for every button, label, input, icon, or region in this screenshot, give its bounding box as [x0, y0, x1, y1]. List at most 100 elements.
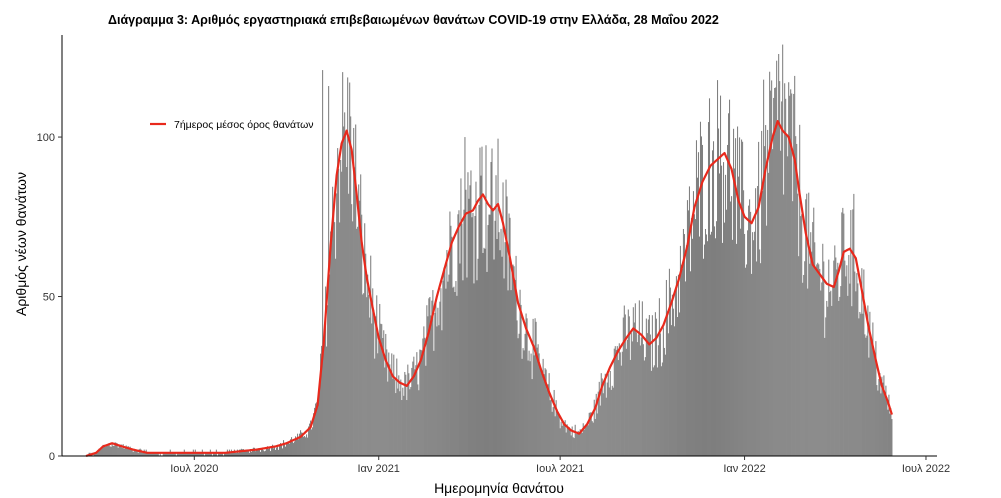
daily-deaths-bar [888, 394, 890, 456]
daily-deaths-bar [544, 368, 546, 456]
daily-deaths-bar [244, 450, 246, 456]
daily-deaths-bar [658, 298, 660, 456]
daily-deaths-bar [614, 346, 616, 456]
daily-deaths-bar [334, 222, 336, 456]
daily-deaths-bar [553, 389, 555, 456]
daily-deaths-bar [195, 452, 197, 456]
daily-deaths-bar [738, 176, 740, 456]
daily-deaths-bar [747, 230, 749, 456]
daily-deaths-bar [696, 177, 698, 456]
daily-deaths-bar [253, 447, 255, 456]
daily-deaths-bar [333, 205, 335, 456]
daily-deaths-bar [780, 150, 782, 457]
daily-deaths-bar [762, 191, 764, 456]
daily-deaths-bar [670, 325, 672, 456]
daily-deaths-bar [668, 268, 670, 456]
daily-deaths-bar [466, 277, 468, 456]
daily-deaths-bar [743, 190, 745, 457]
daily-deaths-bar [185, 452, 187, 456]
daily-deaths-bar [841, 212, 843, 456]
daily-deaths-bar [558, 415, 560, 456]
daily-deaths-bar [522, 348, 524, 456]
daily-deaths-bar [652, 367, 654, 456]
daily-deaths-bar [869, 311, 871, 456]
daily-deaths-bar [804, 261, 806, 456]
daily-deaths-bar [721, 165, 723, 456]
daily-deaths-bar [871, 340, 873, 456]
daily-deaths-bar [765, 125, 767, 456]
daily-deaths-bar [814, 242, 816, 456]
daily-deaths-bar [133, 448, 135, 456]
daily-deaths-bar [784, 83, 786, 457]
daily-deaths-bar [470, 170, 472, 456]
daily-deaths-bar [463, 209, 465, 456]
daily-deaths-bar [276, 446, 279, 456]
daily-deaths-bar [181, 452, 183, 456]
daily-deaths-bar [297, 433, 299, 456]
daily-deaths-bar [378, 340, 380, 456]
daily-deaths-bar [367, 274, 369, 456]
daily-deaths-bar [467, 172, 469, 456]
daily-deaths-bar [423, 326, 425, 456]
daily-deaths-bar [883, 375, 885, 456]
daily-deaths-bar [704, 228, 707, 456]
daily-deaths-bar [600, 373, 602, 456]
daily-deaths-bar [532, 318, 534, 456]
daily-deaths-bar [272, 448, 275, 456]
daily-deaths-bar [324, 330, 326, 456]
daily-deaths-bar [491, 148, 493, 457]
daily-deaths-bar [241, 449, 243, 456]
daily-deaths-bar [289, 443, 291, 456]
daily-deaths-bar [811, 251, 813, 456]
daily-deaths-bar [644, 357, 646, 456]
daily-deaths-bar [398, 375, 400, 456]
daily-deaths-bar [620, 365, 622, 456]
daily-deaths-bar [560, 421, 562, 456]
daily-deaths-bar [511, 270, 513, 456]
daily-deaths-bar [101, 446, 103, 456]
daily-deaths-bar [663, 347, 665, 456]
daily-deaths-bar [880, 393, 882, 456]
daily-deaths-bar [636, 342, 638, 456]
daily-deaths-bar [637, 334, 639, 456]
daily-deaths-bar [851, 306, 853, 456]
daily-deaths-bar [508, 213, 510, 456]
daily-deaths-bar [432, 290, 434, 456]
daily-deaths-bar [857, 283, 859, 456]
daily-deaths-bar [186, 452, 188, 456]
daily-deaths-bar [531, 379, 533, 456]
daily-deaths-bar [478, 204, 480, 456]
daily-deaths-bar [370, 255, 372, 456]
daily-deaths-bar [712, 141, 715, 457]
daily-deaths-bar [688, 186, 690, 456]
daily-deaths-bar [229, 452, 231, 456]
daily-deaths-bar [781, 101, 783, 457]
daily-deaths-bar [877, 390, 879, 456]
daily-deaths-bar [669, 287, 671, 456]
daily-deaths-bar [816, 264, 818, 456]
daily-deaths-bar [770, 90, 772, 456]
daily-deaths-bar [707, 122, 710, 457]
daily-deaths-bar [137, 452, 139, 456]
daily-deaths-bar [454, 292, 456, 456]
daily-deaths-bar [499, 250, 501, 456]
daily-deaths-bar [597, 391, 599, 456]
daily-deaths-bar [306, 434, 308, 456]
daily-deaths-bar [687, 210, 689, 456]
daily-deaths-bar [291, 437, 293, 456]
daily-deaths-bar [755, 188, 757, 456]
daily-deaths-bar [701, 144, 704, 456]
daily-deaths-bar [208, 452, 210, 456]
daily-deaths-bar [288, 441, 290, 456]
daily-deaths-bar [486, 271, 488, 456]
daily-deaths-bar [829, 292, 831, 456]
daily-deaths-bar [168, 452, 170, 456]
x-tick-label: Ιουλ 2020 [170, 463, 218, 475]
daily-deaths-bar [713, 226, 716, 456]
daily-deaths-bar [107, 445, 109, 456]
daily-deaths-bar [601, 378, 603, 456]
daily-deaths-bar [200, 452, 202, 456]
daily-deaths-bar [243, 451, 245, 456]
daily-deaths-bar [695, 140, 697, 457]
daily-deaths-bar [234, 452, 236, 456]
